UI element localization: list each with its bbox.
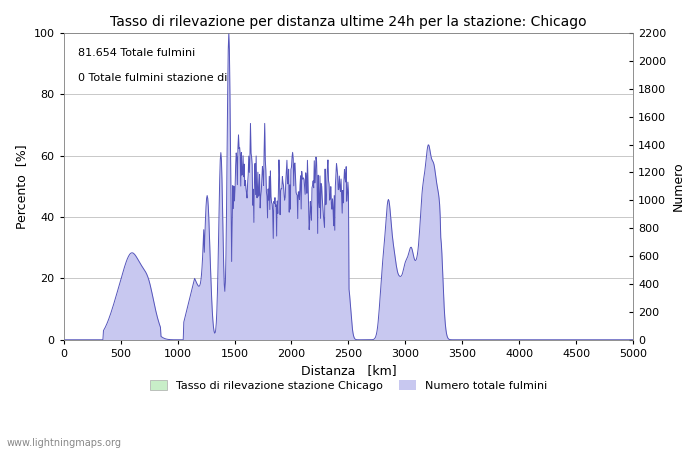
Text: www.lightningmaps.org: www.lightningmaps.org	[7, 438, 122, 448]
Legend: Tasso di rilevazione stazione Chicago, Numero totale fulmini: Tasso di rilevazione stazione Chicago, N…	[146, 376, 552, 396]
Text: 81.654 Totale fulmini: 81.654 Totale fulmini	[78, 48, 195, 58]
Title: Tasso di rilevazione per distanza ultime 24h per la stazione: Chicago: Tasso di rilevazione per distanza ultime…	[110, 15, 587, 29]
X-axis label: Distanza   [km]: Distanza [km]	[300, 364, 396, 378]
Y-axis label: Numero: Numero	[672, 162, 685, 211]
Text: 0 Totale fulmini stazione di: 0 Totale fulmini stazione di	[78, 73, 228, 83]
Y-axis label: Percento  [%]: Percento [%]	[15, 144, 28, 229]
